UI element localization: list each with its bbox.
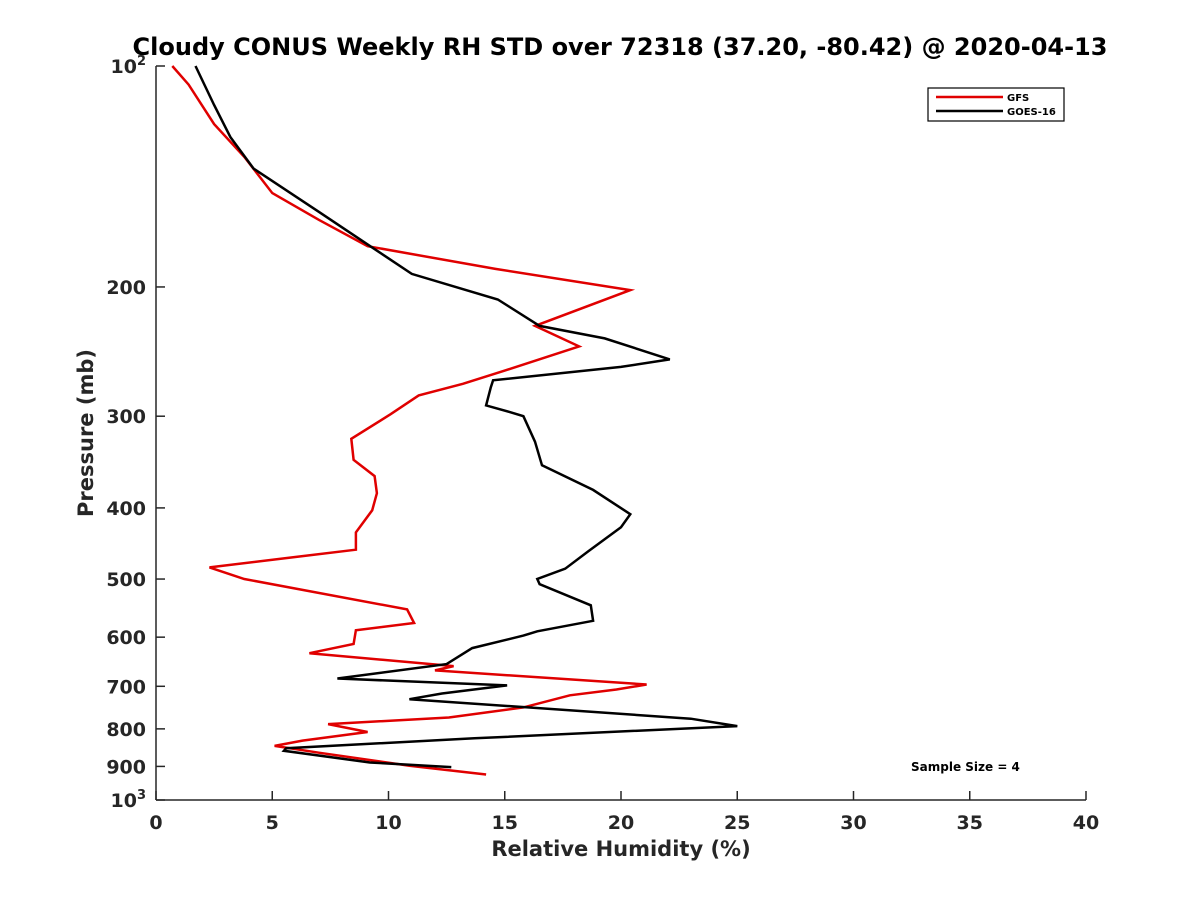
x-tick-label: 20 bbox=[608, 812, 634, 834]
series-layer bbox=[171, 65, 738, 776]
y-tick-label: 102 bbox=[111, 54, 147, 78]
legend-box bbox=[927, 87, 1065, 122]
x-axis-label: Relative Humidity (%) bbox=[491, 837, 750, 861]
y-axis-label: Pressure (mb) bbox=[74, 349, 98, 517]
x-tick-label: 0 bbox=[149, 812, 162, 834]
x-tick-label: 35 bbox=[957, 812, 983, 834]
y-tick-label: 400 bbox=[106, 498, 146, 520]
y-tick-label: 800 bbox=[106, 719, 146, 741]
x-tick-label: 15 bbox=[492, 812, 518, 834]
y-tick-label: 103 bbox=[111, 788, 147, 812]
chart-title: Cloudy CONUS Weekly RH STD over 72318 (3… bbox=[133, 33, 1108, 61]
y-tick-label: 600 bbox=[106, 627, 146, 649]
x-tick-label: 10 bbox=[375, 812, 401, 834]
y-tick-label: 500 bbox=[106, 569, 146, 591]
series-line-gfs bbox=[171, 65, 647, 776]
x-tick-label: 5 bbox=[266, 812, 279, 834]
y-ticks: 102 200 300 400 500 600 700 800 900 103 bbox=[106, 54, 165, 812]
legend-label-goes16: GOES-16 bbox=[1007, 107, 1056, 118]
legend-label-gfs: GFS bbox=[1007, 93, 1029, 104]
y-tick-label: 900 bbox=[106, 756, 146, 778]
sample-size-annotation: Sample Size = 4 bbox=[911, 760, 1020, 774]
y-tick-label: 700 bbox=[106, 676, 146, 698]
x-tick-label: 40 bbox=[1073, 812, 1099, 834]
y-tick-label: 200 bbox=[106, 277, 146, 299]
series-line-goes16 bbox=[194, 65, 738, 769]
y-tick-label: 300 bbox=[106, 406, 146, 428]
x-tick-label: 25 bbox=[724, 812, 750, 834]
x-ticks: 0 5 10 15 20 25 30 35 40 bbox=[149, 791, 1099, 834]
legend: GFS GOES-16 bbox=[927, 87, 1065, 122]
x-tick-label: 30 bbox=[840, 812, 866, 834]
